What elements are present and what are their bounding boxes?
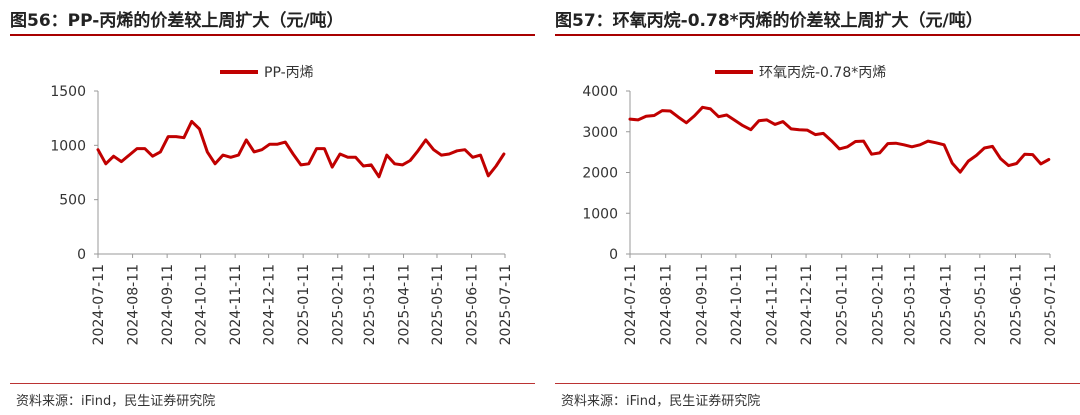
y-tick-label: 4000 xyxy=(582,84,618,100)
x-tick-label: 2025-05-11 xyxy=(430,264,446,345)
x-tick-label: 2025-03-11 xyxy=(903,264,919,345)
x-tick-label: 2025-04-11 xyxy=(397,264,413,345)
x-tick-label: 2024-09-11 xyxy=(694,264,710,345)
x-tick-label: 2024-08-11 xyxy=(126,264,142,345)
x-tick-label: 2024-12-11 xyxy=(262,264,278,345)
x-tick-label: 2024-08-11 xyxy=(659,264,675,345)
chart-panel-pp-propylene: 图56：PP-丙烯的价差较上周扩大（元/吨） 0 500 1000 1500 2024-… xyxy=(10,0,535,415)
x-tick-label: 2024-11-11 xyxy=(765,264,781,345)
y-tick-label: 0 xyxy=(77,247,86,263)
x-tick-label: 2024-12-11 xyxy=(799,264,815,345)
y-tick-label: 1000 xyxy=(50,138,86,154)
x-tick-label: 2025-06-11 xyxy=(1008,264,1024,345)
y-tick-label: 1500 xyxy=(50,84,86,100)
x-tick-label: 2025-02-11 xyxy=(870,264,886,345)
line-chart-pp-propylene-spread: 0 500 1000 1500 2024-07-11 2024-08-11 2024-09-… xyxy=(50,65,514,345)
x-tick-label: 2025-07-11 xyxy=(498,264,514,345)
title-rule xyxy=(555,34,1080,36)
x-tick-label: 2025-04-11 xyxy=(938,264,954,345)
series-line xyxy=(96,119,506,179)
source-note: 资料来源：iFind，民生证券研究院 xyxy=(16,394,216,409)
y-tick-label: 3000 xyxy=(582,125,618,141)
x-tick-label: 2024-07-11 xyxy=(623,264,639,345)
x-tick-label: 2024-09-11 xyxy=(160,264,176,345)
source-note: 资料来源：iFind，民生证券研究院 xyxy=(561,394,761,409)
title-rule xyxy=(10,34,535,36)
x-tick-label: 2025-05-11 xyxy=(973,264,989,345)
series-line xyxy=(628,105,1051,174)
y-tick-label: 1000 xyxy=(582,206,618,222)
x-tick-label: 2024-10-11 xyxy=(729,264,745,345)
footer-rule xyxy=(555,383,1080,384)
y-tick-label: 2000 xyxy=(582,166,618,182)
x-tick-label: 2025-03-11 xyxy=(362,264,378,345)
y-tick-label: 500 xyxy=(59,193,86,209)
x-tick-label: 2025-06-11 xyxy=(465,264,481,345)
legend-label: 环氧丙烷-0.78*丙烯 xyxy=(759,65,886,81)
x-tick-label: 2025-07-11 xyxy=(1043,264,1059,345)
y-tick-label: 0 xyxy=(609,247,618,263)
chart-title: 图57：环氧丙烷-0.78*丙烯的价差较上周扩大（元/吨） xyxy=(555,11,983,31)
chart-panel-po-propylene: 图57：环氧丙烷-0.78*丙烯的价差较上周扩大（元/吨） 0 1000 2000 3… xyxy=(555,0,1080,415)
x-tick-label: 2025-02-11 xyxy=(331,264,347,345)
chart-title: 图56：PP-丙烯的价差较上周扩大（元/吨） xyxy=(10,11,344,31)
legend-label: PP-丙烯 xyxy=(264,65,314,81)
x-tick-label: 2024-11-11 xyxy=(228,264,244,345)
footer-rule xyxy=(10,383,535,384)
x-tick-label: 2024-07-11 xyxy=(91,264,107,345)
x-tick-label: 2025-01-11 xyxy=(835,264,851,345)
x-tick-label: 2024-10-11 xyxy=(194,264,210,345)
line-chart-po-propylene-spread: 0 1000 2000 3000 4000 2024-07-11 2024-08-11 202… xyxy=(582,65,1059,345)
x-tick-label: 2025-01-11 xyxy=(296,264,312,345)
